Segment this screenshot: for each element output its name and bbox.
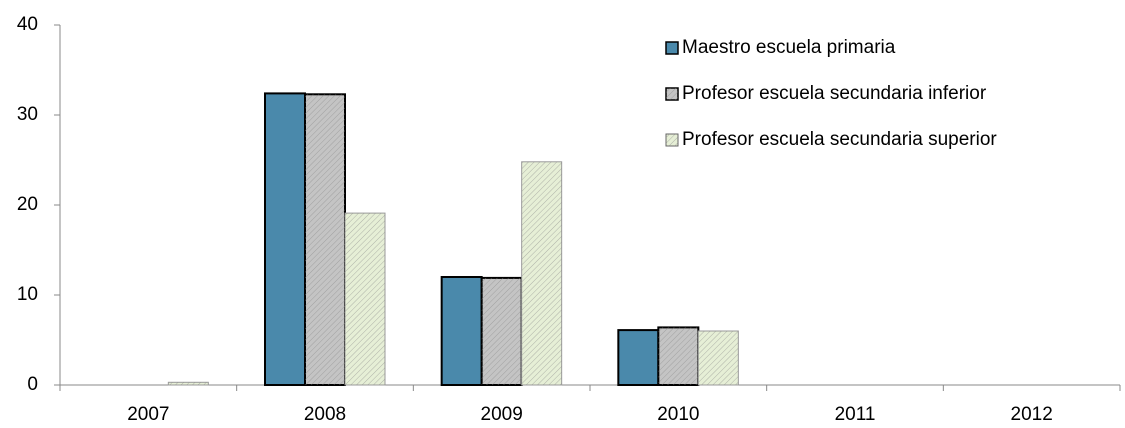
y-tick-label: 20: [17, 194, 38, 215]
x-tick-label: 2010: [657, 404, 699, 425]
y-tick-label: 30: [17, 104, 38, 125]
bar: [617, 329, 660, 387]
legend-label: Profesor escuela secundaria superior: [682, 129, 997, 150]
y-tick-label: 10: [17, 284, 38, 305]
bar: [697, 330, 739, 386]
bar: [480, 276, 523, 386]
y-tick-label: 0: [27, 374, 38, 395]
x-tick-label: 2012: [1011, 404, 1053, 425]
x-tick-label: 2009: [481, 404, 523, 425]
y-tick-label: 40: [17, 14, 38, 35]
bar: [521, 161, 563, 386]
legend-label: Maestro escuela primaria: [682, 37, 896, 58]
bar: [344, 212, 386, 386]
bar: [264, 92, 306, 387]
bar: [167, 381, 209, 386]
x-tick-label: 2011: [835, 404, 876, 425]
legend-swatch-hatch: [666, 88, 678, 100]
bar: [304, 93, 346, 387]
x-tick-label: 2007: [127, 404, 169, 425]
x-tick-label: 2008: [304, 404, 346, 425]
legend-swatch: [665, 41, 679, 55]
legend-label: Profesor escuela secundaria inferior: [682, 83, 987, 104]
legend-swatch-hatch: [666, 134, 678, 146]
bar: [440, 276, 483, 386]
bar: [657, 326, 700, 386]
